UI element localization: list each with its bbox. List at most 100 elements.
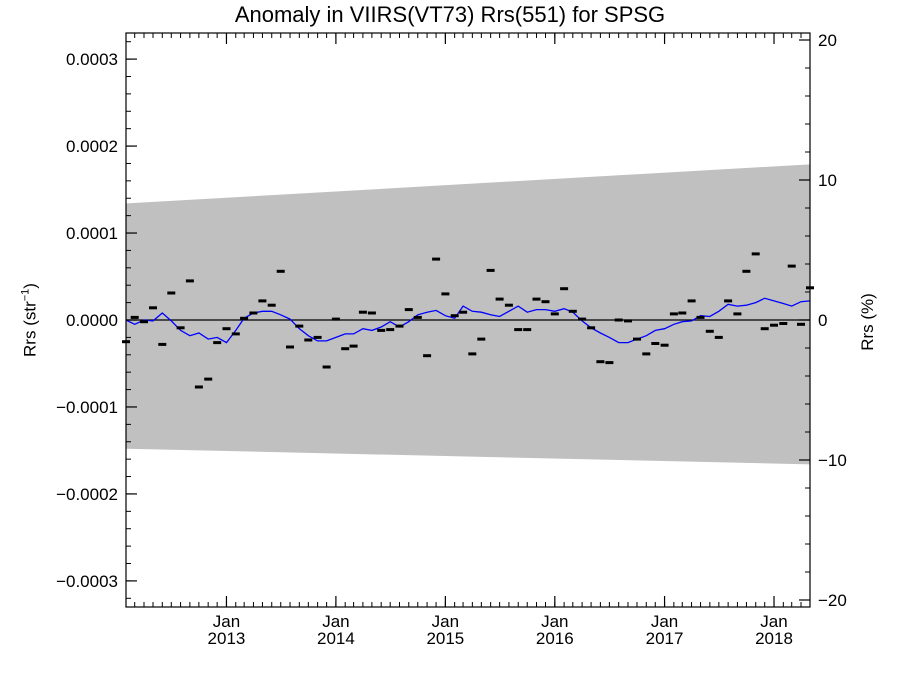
data-point-27 [367, 311, 376, 315]
data-point-53 [605, 361, 614, 365]
data-point-65 [714, 335, 723, 339]
data-point-45 [532, 297, 541, 301]
data-point-59 [660, 343, 669, 347]
x-tick-month-1: Jan [322, 612, 349, 631]
y-tick-label-1: 0.0002 [66, 137, 118, 156]
data-point-31 [404, 308, 413, 312]
data-point-35 [441, 292, 450, 296]
data-point-33 [423, 354, 432, 358]
x-tick-month-2: Jan [432, 612, 459, 631]
data-point-5 [167, 291, 176, 295]
y-tick-label-0: 0.0003 [66, 50, 118, 69]
data-point-29 [386, 328, 395, 332]
data-point-73 [787, 264, 796, 268]
data-point-16 [267, 303, 276, 307]
data-point-22 [322, 365, 331, 369]
data-point-17 [276, 269, 285, 273]
data-point-74 [797, 322, 805, 326]
data-point-60 [669, 312, 678, 316]
data-point-39 [477, 337, 486, 341]
data-point-54 [614, 318, 623, 322]
data-point-42 [504, 303, 513, 307]
data-point-47 [550, 312, 559, 316]
data-point-3 [149, 306, 157, 310]
data-point-61 [678, 311, 687, 315]
data-point-55 [624, 319, 632, 323]
data-point-37 [459, 310, 468, 314]
x-tick-year-4: 2017 [646, 629, 684, 648]
y-right-tick-label-0: 20 [818, 31, 837, 50]
data-point-2 [140, 320, 148, 324]
data-point-62 [687, 299, 696, 303]
data-point-7 [185, 279, 194, 283]
data-point-15 [258, 299, 267, 303]
y-right-tick-label-1: 10 [818, 171, 837, 190]
data-point-11 [222, 327, 231, 331]
y-right-tick-label-4: −20 [818, 591, 847, 610]
data-point-50 [578, 317, 587, 321]
data-point-9 [204, 377, 213, 381]
data-point-34 [432, 257, 441, 261]
data-point-46 [541, 300, 550, 304]
data-point-43 [514, 328, 523, 332]
data-point-40 [486, 268, 495, 272]
x-tick-month-4: Jan [651, 612, 678, 631]
data-point-68 [742, 269, 751, 273]
data-point-67 [733, 312, 742, 316]
chart-title: Anomaly in VIIRS(VT73) Rrs(551) for SPSG [234, 2, 666, 27]
data-point-32 [413, 315, 422, 319]
data-point-48 [560, 287, 569, 291]
data-point-19 [295, 324, 304, 328]
data-point-63 [696, 315, 705, 319]
data-point-64 [705, 329, 714, 333]
data-point-69 [751, 252, 760, 256]
uncertainty-band [126, 164, 810, 465]
data-point-52 [596, 360, 605, 364]
data-point-36 [450, 314, 459, 318]
data-point-4 [158, 342, 167, 346]
data-point-20 [304, 338, 313, 342]
x-tick-year-1: 2014 [317, 629, 355, 648]
x-tick-year-2: 2015 [426, 629, 464, 648]
data-point-13 [240, 316, 249, 320]
data-point-23 [331, 317, 340, 321]
data-point-41 [495, 297, 504, 301]
data-point-58 [651, 342, 660, 345]
data-point-71 [770, 323, 778, 327]
data-point-25 [349, 344, 358, 348]
data-point-72 [779, 322, 788, 325]
data-point-28 [377, 328, 386, 332]
uncertainty-band-layer [126, 164, 810, 465]
data-point-21 [313, 335, 322, 339]
axes-layer: 0.0003 0.0002 0.0001 0.0000 −0.0001 −0.0002 −0… [56, 31, 847, 648]
x-tick-year-0: 2013 [208, 629, 246, 648]
data-point-8 [194, 385, 203, 389]
data-point-14 [249, 311, 258, 315]
data-point-51 [587, 326, 596, 330]
data-point-38 [468, 352, 477, 356]
data-point-66 [724, 299, 733, 303]
data-point-70 [760, 327, 769, 331]
y-tick-label-2: 0.0001 [66, 224, 118, 243]
y-tick-label-6: −0.0003 [56, 572, 118, 591]
data-point-10 [213, 341, 222, 345]
data-point-57 [642, 352, 651, 356]
data-point-24 [341, 347, 350, 351]
x-tick-month-5: Jan [760, 612, 787, 631]
data-point-18 [286, 345, 294, 349]
y-right-tick-label-2: 0 [818, 311, 827, 330]
data-point-49 [568, 309, 577, 313]
data-point-44 [523, 328, 532, 332]
data-point-1 [130, 315, 139, 319]
y-tick-label-3: 0.0000 [66, 311, 118, 330]
data-point-6 [176, 326, 185, 330]
x-tick-year-5: 2018 [755, 629, 793, 648]
data-point-56 [633, 337, 641, 341]
data-point-30 [395, 324, 404, 328]
y-tick-label-5: −0.0002 [56, 485, 118, 504]
series-line-blue [125, 297, 811, 344]
x-tick-month-3: Jan [541, 612, 568, 631]
data-point-26 [358, 310, 367, 314]
y-right-tick-label-3: −10 [818, 451, 847, 470]
